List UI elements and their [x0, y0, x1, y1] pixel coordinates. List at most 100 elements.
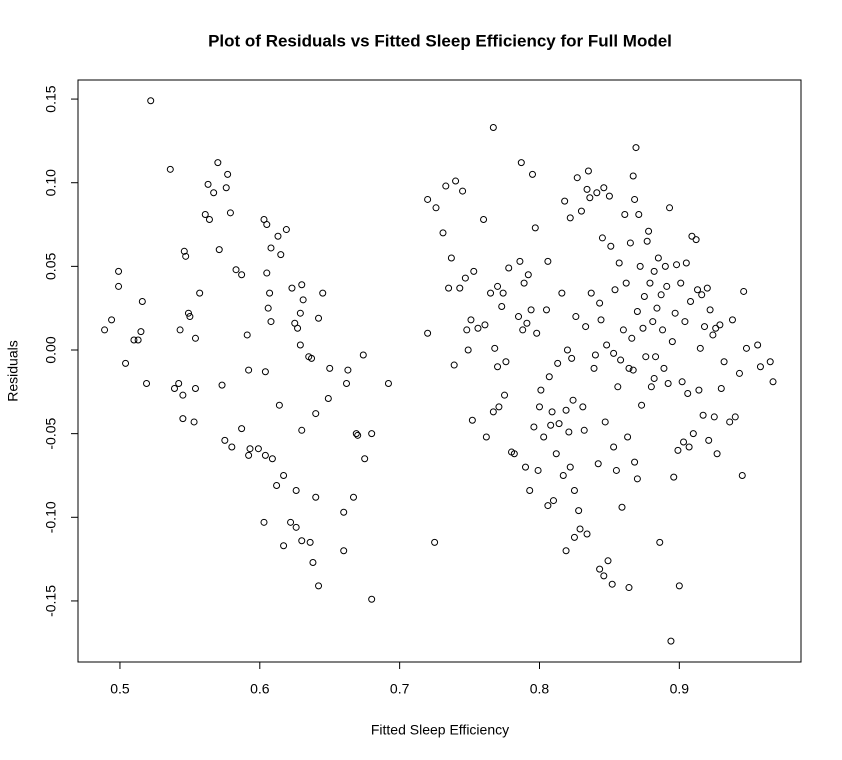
point: [108, 316, 116, 324]
point: [115, 267, 123, 275]
point: [176, 326, 184, 334]
point: [713, 450, 721, 458]
point: [264, 304, 272, 312]
point: [600, 184, 608, 192]
point: [273, 482, 281, 490]
point: [520, 279, 528, 287]
point: [502, 358, 510, 366]
point: [424, 195, 432, 203]
point: [298, 426, 306, 434]
point: [170, 384, 178, 392]
point: [130, 336, 138, 344]
point: [710, 413, 718, 421]
point: [354, 431, 362, 439]
point: [720, 358, 728, 366]
point: [586, 194, 594, 202]
point: [677, 279, 685, 287]
point: [226, 209, 234, 217]
point: [754, 341, 762, 349]
point: [245, 451, 253, 459]
point: [299, 296, 307, 304]
point: [232, 266, 240, 274]
point: [605, 192, 613, 200]
point: [101, 326, 109, 334]
point: [566, 463, 574, 471]
point: [597, 316, 605, 324]
point: [494, 363, 502, 371]
point: [689, 430, 697, 438]
point: [467, 316, 475, 324]
point: [548, 408, 556, 416]
point: [452, 177, 460, 185]
point: [572, 313, 580, 321]
point: [562, 547, 570, 555]
point: [530, 423, 538, 431]
point: [519, 326, 527, 334]
point: [740, 287, 748, 295]
point: [186, 313, 194, 321]
x-tick-label: 0.8: [530, 681, 550, 697]
point: [673, 261, 681, 269]
point: [598, 234, 606, 242]
point: [516, 257, 524, 265]
point: [180, 247, 188, 255]
point: [692, 236, 700, 244]
point: [633, 308, 641, 316]
point: [224, 170, 232, 178]
point: [175, 379, 183, 387]
point: [344, 366, 352, 374]
point: [326, 364, 334, 372]
point: [607, 242, 615, 250]
point: [695, 386, 703, 394]
point: [280, 471, 288, 479]
point: [481, 321, 489, 329]
point: [489, 124, 497, 132]
point: [522, 463, 530, 471]
point: [646, 279, 654, 287]
point: [537, 386, 545, 394]
point: [368, 430, 376, 438]
point: [562, 406, 570, 414]
point: [191, 384, 199, 392]
point: [531, 224, 539, 232]
point: [668, 338, 676, 346]
point: [706, 306, 714, 314]
point: [728, 316, 736, 324]
point: [667, 637, 675, 645]
point: [656, 538, 664, 546]
point: [340, 508, 348, 516]
point: [292, 523, 300, 531]
point: [685, 443, 693, 451]
point: [267, 244, 275, 252]
point: [545, 373, 553, 381]
point: [712, 324, 720, 332]
point: [626, 239, 634, 247]
point: [261, 451, 269, 459]
point: [705, 436, 713, 444]
point: [649, 318, 657, 326]
point: [621, 211, 629, 219]
point: [463, 326, 471, 334]
point: [306, 538, 314, 546]
point: [547, 421, 555, 429]
point: [584, 167, 592, 175]
point: [577, 207, 585, 215]
point: [575, 507, 583, 515]
point: [596, 565, 604, 573]
point: [659, 326, 667, 334]
point: [524, 271, 532, 279]
point: [461, 274, 469, 282]
point: [619, 326, 627, 334]
point: [638, 401, 646, 409]
point: [580, 426, 588, 434]
point: [315, 314, 323, 322]
point: [431, 538, 439, 546]
point: [625, 364, 633, 372]
point: [296, 309, 304, 317]
point: [742, 344, 750, 352]
point: [277, 251, 285, 259]
point: [494, 282, 502, 290]
point: [296, 341, 304, 349]
point: [554, 359, 562, 367]
